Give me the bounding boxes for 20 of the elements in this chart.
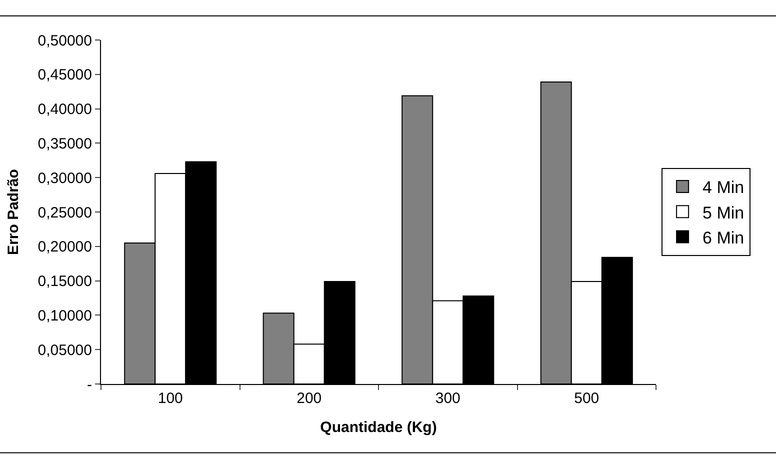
y-tick-label: 0,30000 bbox=[38, 170, 92, 187]
y-tick-label: 0,45000 bbox=[38, 66, 92, 84]
x-axis-title: Quantidade (Kg) bbox=[320, 419, 437, 436]
y-tick-label: - bbox=[87, 376, 92, 394]
legend-label: 5 Min bbox=[702, 203, 744, 222]
legend-label: 6 Min bbox=[702, 228, 744, 248]
x-tick-label: 100 bbox=[158, 390, 183, 407]
y-tick-label: 0,15000 bbox=[38, 273, 92, 290]
y-tick-label: 0,40000 bbox=[38, 101, 92, 118]
y-tick-label: 0,50000 bbox=[38, 32, 92, 50]
y-tick-label: 0,20000 bbox=[38, 238, 92, 256]
y-tick-label: 0,10000 bbox=[38, 307, 92, 324]
legend-label: 4 Min bbox=[702, 178, 744, 198]
y-tick-label: 0,25000 bbox=[38, 204, 92, 222]
y-tick-label: 0,35000 bbox=[38, 135, 92, 152]
x-tick-label: 200 bbox=[296, 390, 322, 407]
y-axis-title: Erro Padrão bbox=[5, 169, 22, 255]
x-tick-label: 500 bbox=[574, 390, 600, 407]
y-tick-label: 0,05000 bbox=[38, 342, 92, 359]
x-tick-label: 300 bbox=[435, 390, 460, 407]
